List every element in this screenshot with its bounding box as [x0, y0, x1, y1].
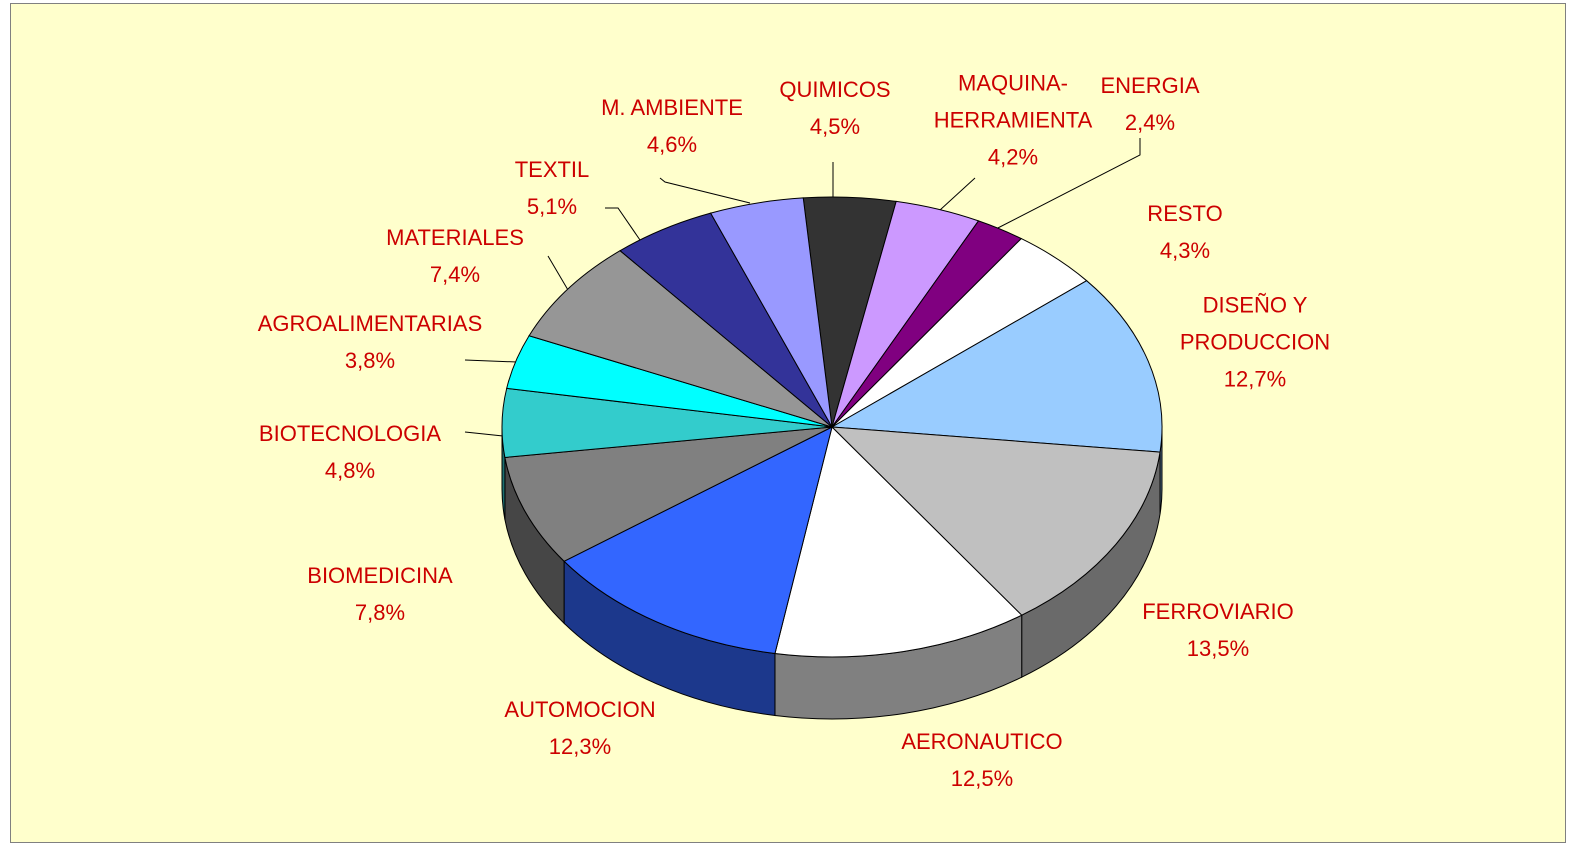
pie-tops — [501, 196, 1163, 658]
leader-line — [605, 207, 641, 241]
pie-slice — [830, 280, 1163, 453]
category-label: MATERIALES — [386, 225, 524, 250]
value-label: 4,8% — [324, 458, 376, 483]
leader-line — [939, 177, 976, 211]
data-label: MATERIALES 7,4% — [386, 219, 524, 293]
leader-lines — [464, 138, 1141, 437]
value-label: 2,4% — [1124, 110, 1176, 135]
leader-line — [464, 431, 504, 437]
value-label: 4,2% — [987, 144, 1039, 170]
value-label: 4,3% — [1159, 238, 1211, 263]
value-label: 12,5% — [950, 766, 1014, 791]
pie-slice — [563, 426, 833, 655]
value-label: 7,4% — [429, 262, 481, 287]
data-label: AGROALIMENTARIAS 3,8% — [258, 305, 483, 379]
pie-slice — [504, 426, 833, 562]
category-label: BIOTECNOLOGIA — [258, 421, 442, 446]
value-label: 4,5% — [809, 114, 861, 139]
category-label: DISEÑO Y PRODUCCION — [1179, 292, 1331, 355]
data-label: FERROVIARIO 13,5% — [1142, 593, 1294, 667]
value-label: 13,5% — [1186, 636, 1250, 661]
data-label: DISEÑO Y PRODUCCION 12,7% — [1160, 287, 1350, 398]
pie-sides — [501, 426, 1163, 720]
data-label: M. AMBIENTE 4,6% — [601, 89, 743, 163]
category-label: TEXTIL — [514, 157, 590, 182]
category-label: AERONAUTICO — [901, 729, 1063, 754]
data-label: QUIMICOS 4,5% — [779, 71, 890, 145]
category-label: AGROALIMENTARIAS — [257, 311, 483, 336]
leader-line — [547, 255, 569, 291]
data-label: AERONAUTICO 12,5% — [901, 723, 1062, 797]
value-label: 4,6% — [646, 132, 698, 157]
data-label: TEXTIL 5,1% — [515, 151, 590, 225]
category-label: BIOMEDICINA — [307, 563, 453, 588]
pie-slice — [830, 426, 1161, 616]
value-label: 3,8% — [344, 348, 396, 373]
value-label: 5,1% — [526, 194, 578, 219]
category-label: FERROVIARIO — [1142, 599, 1294, 624]
pie-slice — [528, 250, 833, 428]
pie-slice — [709, 197, 833, 428]
category-label: MAQUINA-HERRAMIENTA — [933, 70, 1093, 133]
leader-line — [989, 138, 1141, 233]
leader-line — [659, 177, 751, 204]
data-label: ENERGIA 2,4% — [1100, 67, 1199, 141]
data-label: BIOTECNOLOGIA 4,8% — [259, 415, 441, 489]
category-label: RESTO — [1147, 201, 1223, 226]
value-label: 12,7% — [1223, 366, 1287, 392]
data-label: MAQUINA-HERRAMIENTA 4,2% — [921, 65, 1106, 176]
data-label: AUTOMOCION 12,3% — [504, 691, 655, 765]
category-label: ENERGIA — [1100, 73, 1200, 98]
category-label: M. AMBIENTE — [601, 95, 743, 120]
category-label: AUTOMOCION — [504, 697, 656, 722]
data-label: RESTO 4,3% — [1147, 195, 1222, 269]
category-label: QUIMICOS — [779, 77, 891, 102]
leader-line — [464, 359, 518, 363]
value-label: 12,3% — [548, 734, 612, 759]
value-label: 7,8% — [354, 600, 406, 625]
data-label: BIOMEDICINA 7,8% — [307, 557, 452, 631]
pie-slice — [774, 426, 1023, 658]
